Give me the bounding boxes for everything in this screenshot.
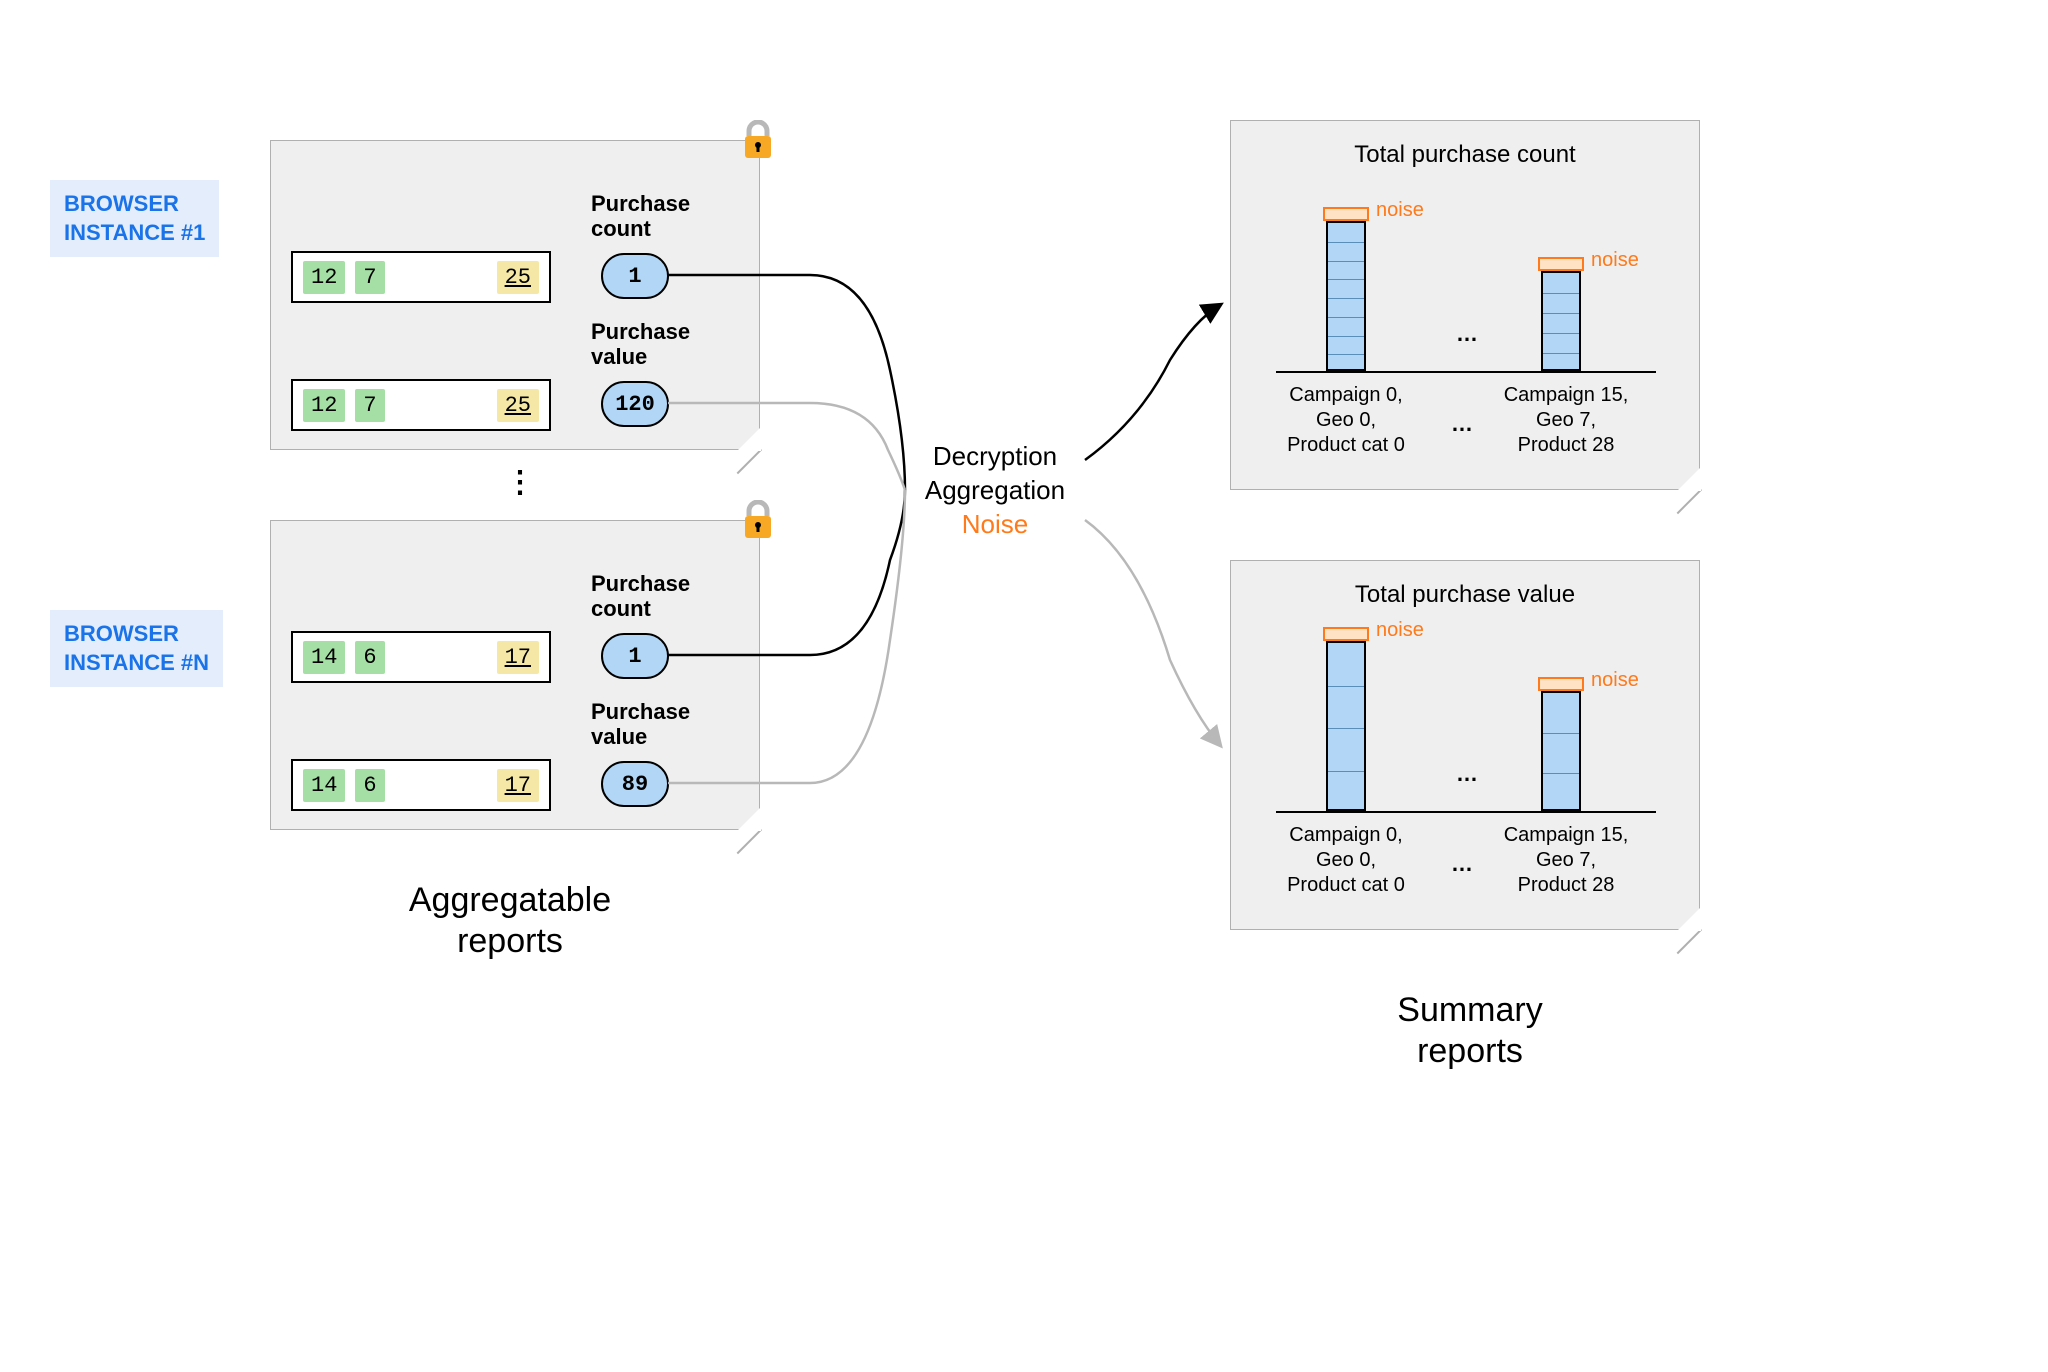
- summary-panel-title: Total purchase count: [1231, 141, 1699, 169]
- summary-panel-value: Total purchase value noise … noise Campa…: [1230, 560, 1700, 930]
- bar-ellipsis: …: [1456, 321, 1478, 347]
- aggregatable-caption: Aggregatablereports: [340, 880, 680, 962]
- summary-bar: [1541, 691, 1581, 811]
- key-chip: 12: [303, 389, 345, 422]
- process-line-noise: Noise: [910, 508, 1080, 542]
- x-axis-label: Campaign 0,Geo 0,Product cat 0: [1261, 823, 1431, 898]
- purchase-count-pill: 1: [601, 633, 669, 679]
- key-chip: 14: [303, 641, 345, 674]
- process-line-decryption: Decryption: [910, 440, 1080, 474]
- summary-caption: Summaryreports: [1330, 990, 1610, 1072]
- x-axis-label: Campaign 0,Geo 0,Product cat 0: [1261, 383, 1431, 458]
- key-chip: 6: [355, 641, 384, 674]
- process-text: Decryption Aggregation Noise: [910, 440, 1080, 541]
- aggregation-diagram: BROWSERINSTANCE #1 BROWSERINSTANCE #N 12…: [50, 120, 1998, 1280]
- key-row: 14 6 17: [291, 631, 551, 683]
- noise-label: noise: [1376, 619, 1424, 642]
- noise-label: noise: [1591, 249, 1639, 272]
- key-chip: 25: [497, 389, 539, 422]
- x-axis-ellipsis: …: [1451, 851, 1473, 877]
- x-axis-ellipsis: …: [1451, 411, 1473, 437]
- x-axis-label: Campaign 15,Geo 7,Product 28: [1481, 823, 1651, 898]
- purchase-value-pill: 120: [601, 381, 669, 427]
- key-chip: 17: [497, 641, 539, 674]
- summary-bar: [1541, 271, 1581, 371]
- purchase-value-pill: 89: [601, 761, 669, 807]
- key-chip: 25: [497, 261, 539, 294]
- noise-cap: [1323, 627, 1369, 641]
- key-row: 12 7 25: [291, 379, 551, 431]
- key-chip: 14: [303, 769, 345, 802]
- summary-panel-title: Total purchase value: [1231, 581, 1699, 609]
- axis-line: [1276, 811, 1656, 813]
- key-chip: 7: [355, 261, 384, 294]
- browser-instance-1-label: BROWSERINSTANCE #1: [50, 180, 219, 257]
- bar-ellipsis: …: [1456, 761, 1478, 787]
- noise-cap: [1323, 207, 1369, 221]
- axis-line: [1276, 371, 1656, 373]
- process-line-aggregation: Aggregation: [910, 474, 1080, 508]
- vertical-ellipsis: ⋮: [505, 465, 537, 500]
- key-chip: 7: [355, 389, 384, 422]
- lock-icon: [740, 120, 776, 160]
- x-axis-label: Campaign 15,Geo 7,Product 28: [1481, 383, 1651, 458]
- purchase-count-label: Purchasecount: [591, 571, 690, 622]
- key-chip: 6: [355, 769, 384, 802]
- summary-bar: [1326, 641, 1366, 811]
- noise-cap: [1538, 677, 1584, 691]
- key-row: 12 7 25: [291, 251, 551, 303]
- browser-instance-n-label: BROWSERINSTANCE #N: [50, 610, 223, 687]
- noise-cap: [1538, 257, 1584, 271]
- noise-label: noise: [1591, 669, 1639, 692]
- key-row: 14 6 17: [291, 759, 551, 811]
- aggregatable-panel-1: 12 7 25 Purchasecount 1 12 7 25 Purchase…: [270, 140, 760, 450]
- lock-icon: [740, 500, 776, 540]
- aggregatable-panel-n: 14 6 17 Purchasecount 1 14 6 17 Purchase…: [270, 520, 760, 830]
- purchase-value-label: Purchasevalue: [591, 319, 690, 370]
- purchase-value-label: Purchasevalue: [591, 699, 690, 750]
- key-chip: 17: [497, 769, 539, 802]
- summary-bar: [1326, 221, 1366, 371]
- noise-label: noise: [1376, 199, 1424, 222]
- purchase-count-label: Purchasecount: [591, 191, 690, 242]
- purchase-count-pill: 1: [601, 253, 669, 299]
- key-chip: 12: [303, 261, 345, 294]
- summary-panel-count: Total purchase count noise … noise Campa…: [1230, 120, 1700, 490]
